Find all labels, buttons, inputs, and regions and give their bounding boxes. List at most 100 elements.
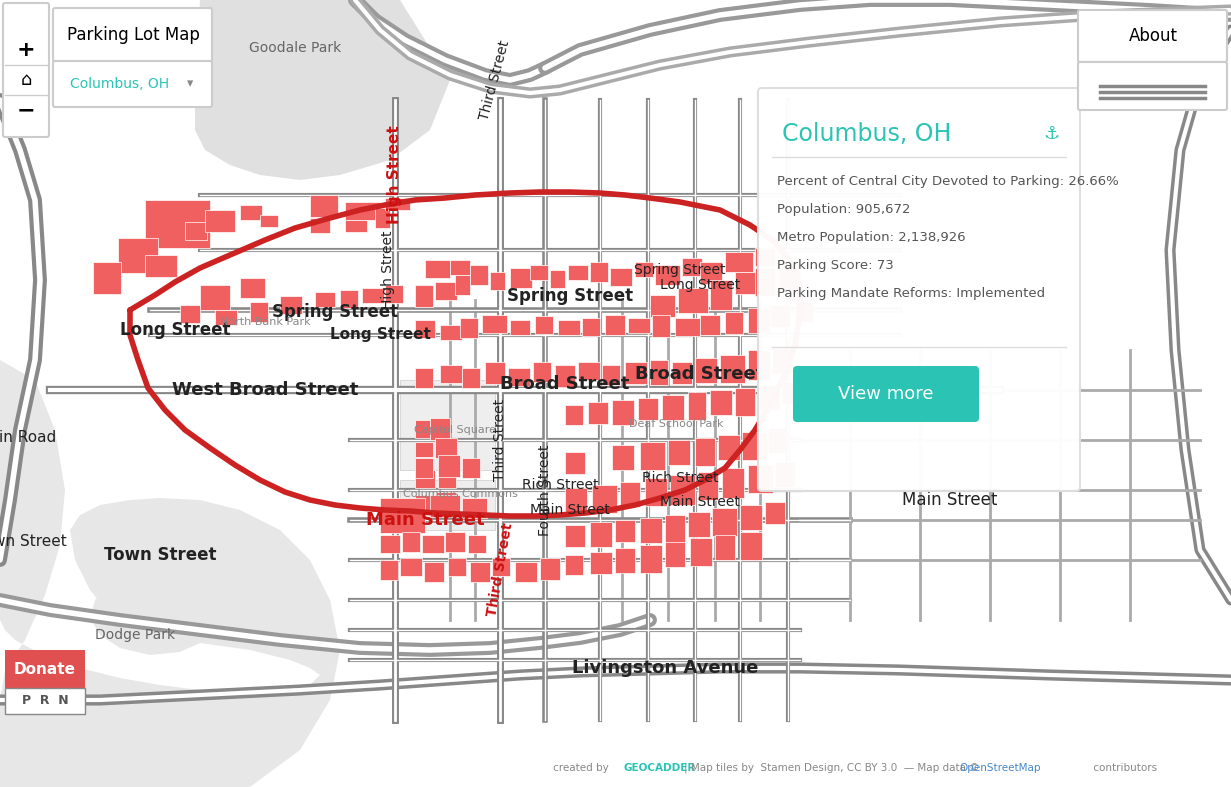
Polygon shape: [194, 0, 451, 180]
Bar: [279, 296, 302, 314]
Bar: [540, 558, 560, 580]
Bar: [380, 560, 398, 580]
Bar: [740, 532, 762, 560]
Bar: [385, 198, 410, 210]
Bar: [400, 558, 422, 576]
FancyBboxPatch shape: [1078, 10, 1227, 62]
Bar: [670, 475, 696, 505]
Bar: [260, 215, 278, 227]
Text: Main Street: Main Street: [531, 503, 609, 517]
Text: Rich Street: Rich Street: [522, 478, 598, 492]
Bar: [655, 265, 680, 285]
Bar: [340, 290, 358, 308]
Text: Goodale Park: Goodale Park: [249, 41, 341, 55]
Text: View more: View more: [838, 385, 934, 403]
Text: North Bank Park: North Bank Park: [219, 317, 310, 327]
FancyBboxPatch shape: [793, 366, 979, 422]
Bar: [579, 362, 599, 380]
Bar: [565, 525, 585, 547]
Bar: [688, 392, 707, 420]
Text: High Street: High Street: [382, 231, 395, 309]
Bar: [310, 195, 339, 217]
Text: Spring Street: Spring Street: [507, 287, 633, 305]
Bar: [380, 498, 425, 533]
Bar: [145, 200, 211, 248]
Bar: [782, 382, 803, 404]
FancyBboxPatch shape: [53, 61, 212, 107]
Bar: [565, 488, 587, 513]
Text: +: +: [17, 40, 36, 60]
Bar: [415, 470, 435, 488]
Bar: [462, 458, 480, 478]
Bar: [415, 458, 433, 478]
Bar: [510, 320, 531, 335]
Bar: [185, 222, 207, 240]
Text: Long Street: Long Street: [660, 278, 740, 292]
Bar: [611, 268, 632, 286]
Bar: [565, 452, 585, 474]
Bar: [650, 295, 675, 317]
Text: Town Street: Town Street: [103, 546, 217, 564]
Bar: [668, 440, 691, 465]
Bar: [776, 462, 795, 487]
Bar: [531, 265, 548, 280]
Bar: [616, 520, 635, 542]
Bar: [652, 315, 670, 337]
Text: created by: created by: [553, 763, 616, 773]
Bar: [612, 400, 634, 425]
Bar: [415, 368, 433, 388]
Bar: [720, 355, 745, 383]
Bar: [515, 562, 537, 582]
Bar: [758, 385, 780, 410]
Bar: [640, 518, 662, 543]
Text: Parking Lot Map: Parking Lot Map: [66, 26, 199, 44]
Bar: [375, 208, 390, 228]
Bar: [645, 478, 667, 506]
Text: Metro Population: 2,138,926: Metro Population: 2,138,926: [777, 231, 965, 245]
Bar: [715, 535, 735, 560]
Bar: [665, 515, 684, 543]
Bar: [444, 532, 465, 552]
Bar: [415, 420, 430, 438]
Bar: [310, 218, 330, 233]
Text: Long Street: Long Street: [330, 327, 431, 342]
Bar: [772, 348, 792, 373]
Bar: [362, 288, 384, 303]
Bar: [620, 482, 640, 507]
Bar: [625, 362, 648, 384]
Bar: [725, 252, 753, 272]
Bar: [748, 465, 773, 493]
Bar: [430, 495, 460, 517]
Bar: [672, 362, 692, 384]
Bar: [688, 512, 710, 537]
Text: P  R  N: P R N: [22, 694, 68, 708]
Bar: [682, 258, 702, 276]
Text: Percent of Central City Devoted to Parking: 26.66%: Percent of Central City Devoted to Parki…: [777, 176, 1119, 189]
Bar: [94, 262, 121, 294]
Bar: [385, 285, 403, 303]
Bar: [696, 358, 716, 383]
Bar: [508, 368, 531, 386]
Bar: [592, 485, 617, 513]
Bar: [448, 558, 467, 576]
Bar: [742, 432, 767, 460]
Bar: [438, 455, 460, 477]
Bar: [696, 438, 715, 466]
Bar: [400, 480, 495, 530]
Text: High Street: High Street: [388, 126, 403, 224]
Bar: [470, 265, 487, 285]
Bar: [439, 325, 462, 340]
Bar: [315, 292, 335, 307]
Bar: [468, 535, 486, 553]
Text: Third Street: Third Street: [478, 39, 512, 121]
Text: Rich Street: Rich Street: [641, 471, 718, 485]
Bar: [436, 492, 455, 512]
Bar: [640, 545, 662, 573]
Bar: [590, 522, 612, 547]
Bar: [698, 472, 718, 500]
Bar: [490, 272, 505, 290]
Bar: [565, 405, 583, 425]
Text: Main Street: Main Street: [660, 495, 740, 509]
Text: ▾: ▾: [187, 77, 193, 91]
Bar: [662, 395, 684, 420]
